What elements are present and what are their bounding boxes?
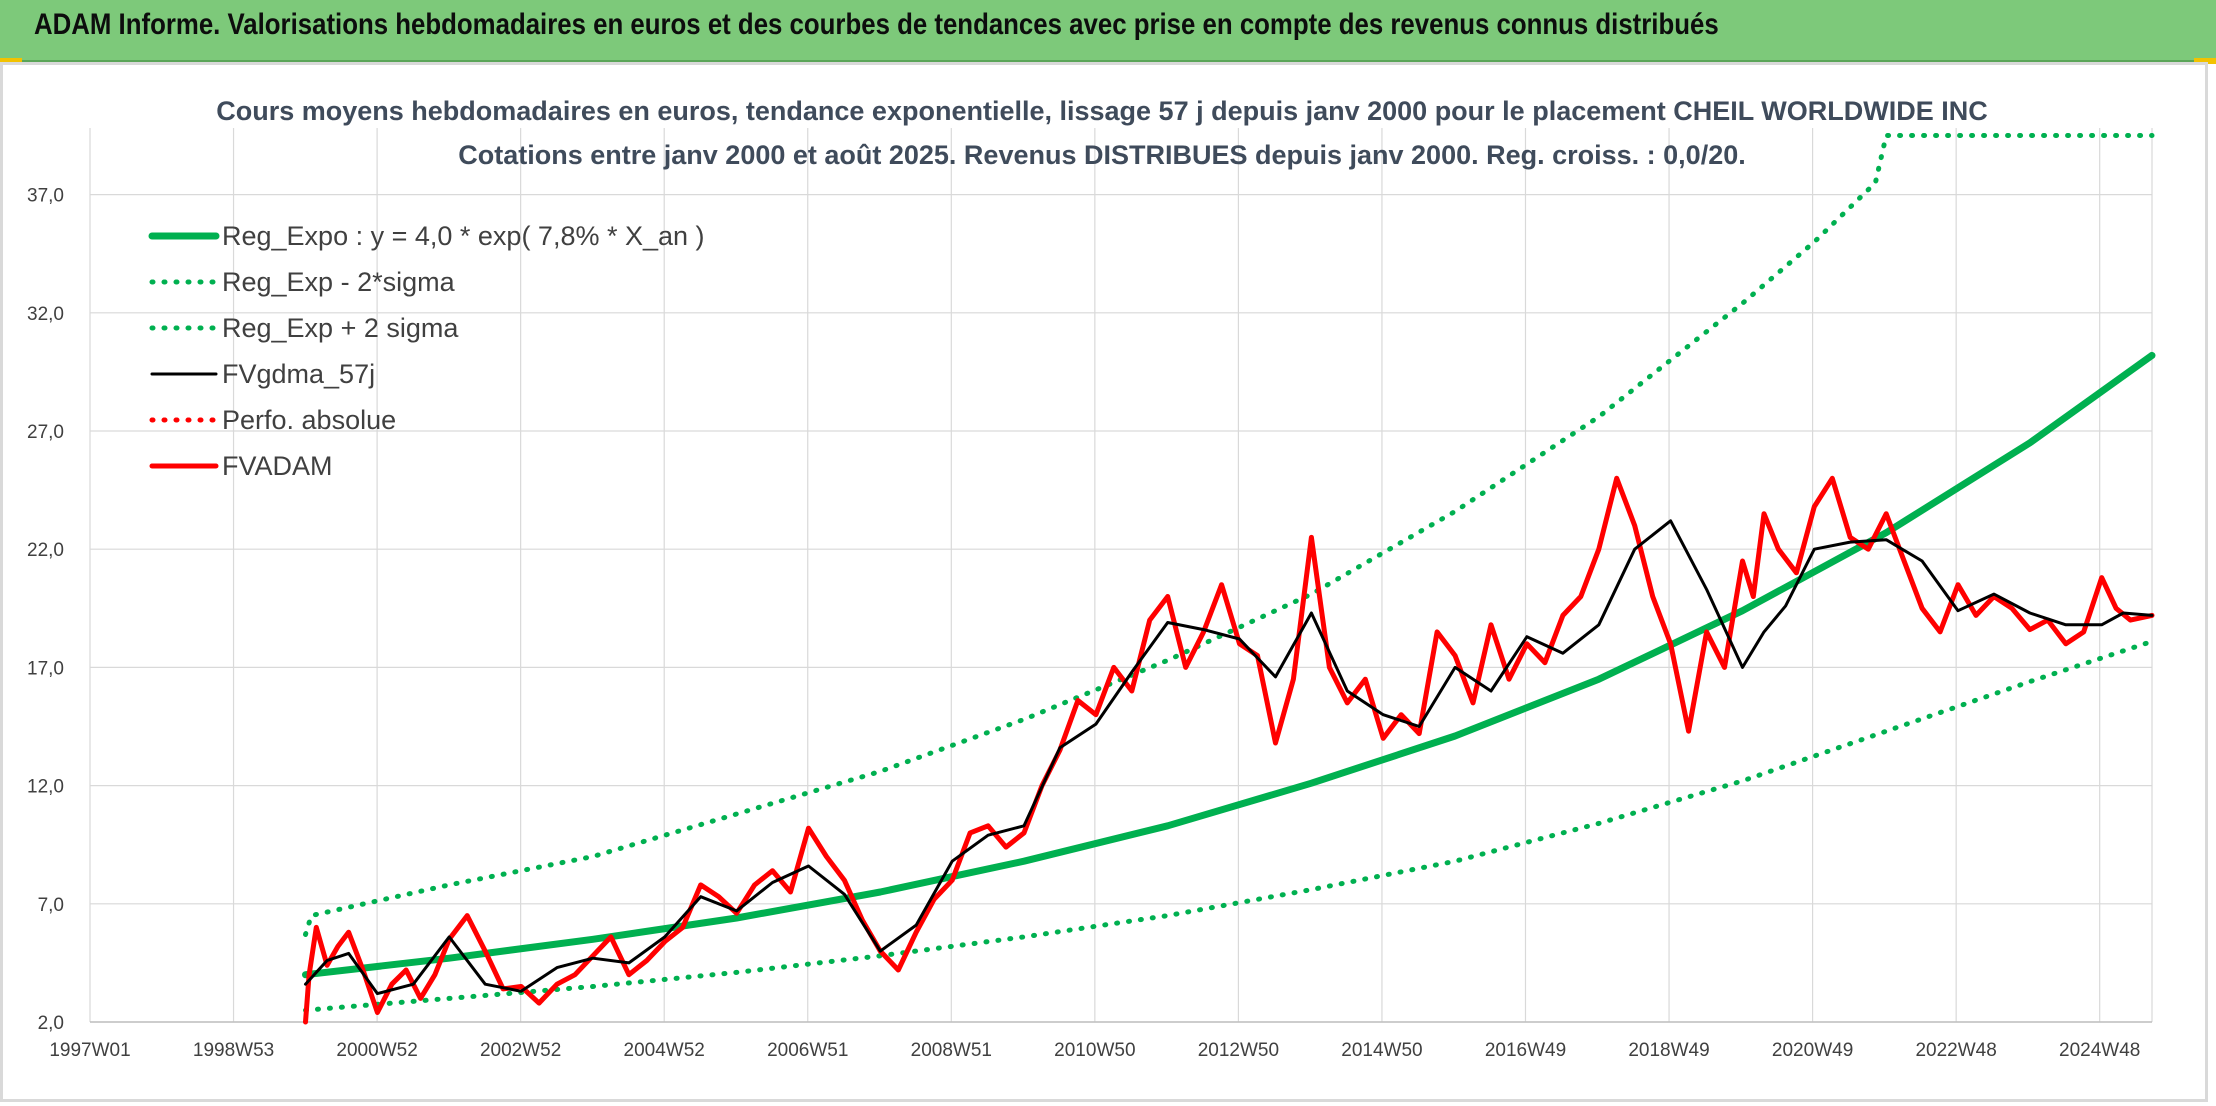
series-layer [302, 133, 2156, 1025]
x-tick-label: 1998W53 [193, 1040, 274, 1061]
x-tick-label: 2012W50 [1198, 1040, 1279, 1061]
y-tick-label: 7,0 [38, 895, 64, 916]
x-tick-label: 2024W48 [2059, 1040, 2140, 1061]
legend: Reg_Expo : y = 4,0 * exp( 7,8% * X_an ) R… [148, 221, 705, 481]
x-tick-label: 2016W49 [1485, 1040, 1566, 1061]
grid [89, 128, 2153, 1023]
x-tick-label: 2006W51 [767, 1040, 848, 1061]
series-line-0 [302, 351, 2156, 979]
series-line-2 [303, 133, 2155, 937]
x-axis: 1997W01 1998W53 2000W52 2002W52 2004W52 2006W… [49, 1040, 2140, 1061]
y-tick-label: 32,0 [27, 304, 64, 325]
x-tick-label: 2008W51 [911, 1040, 992, 1061]
x-tick-label: 2000W52 [336, 1040, 417, 1061]
x-tick-label: 2014W50 [1341, 1040, 1422, 1061]
legend-label: FVgdma_57j [222, 359, 375, 389]
legend-label: Perfo. absolue [222, 405, 396, 435]
legend-label: Reg_Expo : y = 4,0 * exp( 7,8% * X_an ) [222, 221, 705, 251]
y-tick-label: 2,0 [38, 1013, 64, 1034]
series-line-1 [303, 638, 2155, 1013]
y-tick-label: 12,0 [27, 777, 64, 798]
corner-marker [2194, 58, 2216, 64]
chart-subtitle: Cotations entre janv 2000 et août 2025. … [458, 140, 1745, 170]
x-tick-label: 1997W01 [49, 1040, 130, 1061]
x-tick-label: 2010W50 [1054, 1040, 1135, 1061]
y-tick-label: 17,0 [27, 658, 64, 679]
chart-title: Cours moyens hebdomadaires en euros, ten… [216, 96, 1987, 126]
corner-marker [0, 58, 22, 64]
series-line-3 [304, 519, 2154, 996]
legend-label: Reg_Exp - 2*sigma [222, 267, 456, 297]
report-banner: ADAM Informe. Valorisations hebdomadaire… [0, 0, 2216, 62]
y-axis: 2,0 7,0 12,0 17,0 22,0 27,0 32,0 37,0 [27, 186, 64, 1034]
legend-label: Reg_Exp + 2 sigma [222, 313, 459, 343]
x-tick-label: 2018W49 [1628, 1040, 1709, 1061]
chart-frame [0, 62, 2208, 1102]
series-line-5 [303, 475, 2155, 1025]
legend-label: FVADAM [222, 451, 333, 481]
y-tick-label: 37,0 [27, 186, 64, 207]
y-tick-label: 27,0 [27, 422, 64, 443]
x-tick-label: 2020W49 [1772, 1040, 1853, 1061]
report-title: ADAM Informe. Valorisations hebdomadaire… [34, 8, 1719, 41]
y-tick-label: 22,0 [27, 540, 64, 561]
x-tick-label: 2004W52 [624, 1040, 705, 1061]
x-tick-label: 2022W48 [1915, 1040, 1996, 1061]
x-tick-label: 2002W52 [480, 1040, 561, 1061]
